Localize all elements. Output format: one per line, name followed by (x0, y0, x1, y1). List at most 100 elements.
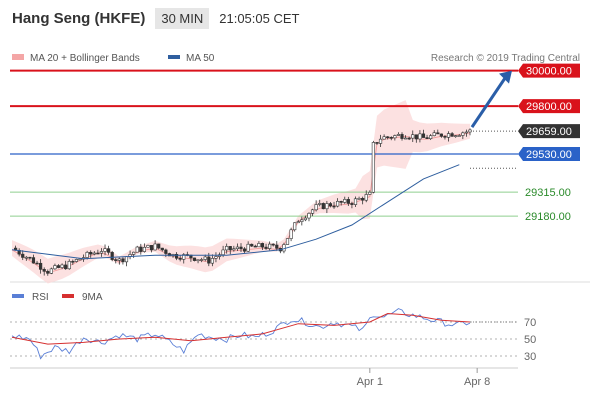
candle-body (142, 246, 146, 252)
level-tag-box (518, 63, 580, 78)
candle-body (200, 259, 204, 261)
candle (411, 130, 415, 143)
candle-body (196, 259, 200, 262)
candle-body (67, 261, 71, 270)
support-level-label: 29180.00 (525, 211, 571, 223)
candle (157, 243, 161, 250)
level-tag-label: 29659.00 (526, 126, 572, 138)
candle-body (253, 245, 257, 248)
candle-body (293, 222, 297, 231)
candle-body (268, 243, 272, 249)
candle (418, 130, 422, 143)
candle-body (282, 244, 286, 252)
candle-body (386, 136, 390, 139)
candle-body (464, 131, 469, 134)
candle-body (368, 191, 372, 195)
ma50-path (11, 164, 460, 260)
candle (250, 243, 254, 247)
candle (46, 269, 50, 276)
forecast-arrow-shaft (470, 75, 508, 128)
candle (139, 243, 143, 255)
candle-body (64, 264, 68, 270)
candle (64, 260, 68, 270)
candle (464, 129, 469, 137)
candle-body (271, 243, 275, 246)
candle (307, 212, 311, 222)
candle (99, 248, 104, 257)
candle (425, 134, 429, 140)
candle-body (225, 246, 229, 251)
candle (421, 129, 426, 138)
candle (454, 134, 458, 138)
candle (343, 196, 347, 204)
candle-body (56, 265, 61, 268)
rsi-ma9-line (11, 312, 471, 345)
candle (235, 243, 240, 251)
candle (146, 244, 150, 248)
candle-body (53, 265, 57, 270)
candle-body (432, 132, 436, 137)
candle (371, 140, 375, 194)
candle-body (149, 245, 154, 251)
candle-body (214, 256, 218, 259)
candle-body (339, 200, 343, 203)
bollinger-legend-swatch (12, 54, 24, 60)
candle-body (39, 262, 43, 270)
candle-body (239, 246, 243, 250)
candle-body (425, 137, 429, 140)
candle-body (325, 203, 329, 210)
candle (336, 198, 340, 208)
candle (78, 258, 82, 261)
candle-body (257, 243, 261, 248)
candle (56, 264, 61, 269)
candle-body (264, 246, 268, 249)
candle (67, 259, 71, 270)
rsi-legend-label: RSI (32, 292, 49, 303)
candle (214, 252, 218, 263)
level-tags: 30000.00 29800.00 29659.00 29530.00 29315.00… (518, 63, 580, 223)
candle (357, 196, 361, 200)
candle (135, 245, 139, 253)
candlesticks (13, 128, 472, 276)
candle (196, 259, 200, 264)
candle (160, 247, 164, 252)
candle-body (207, 256, 211, 264)
candle (114, 257, 118, 264)
candle-body (328, 203, 333, 207)
candle (21, 250, 25, 261)
candle (31, 254, 36, 264)
candle (242, 247, 247, 254)
candle-body (439, 133, 443, 137)
rsi-tick-label: 50 (524, 334, 536, 346)
candle (443, 135, 447, 140)
candle (350, 201, 354, 209)
candle-body (285, 238, 290, 245)
candle-body (310, 209, 315, 214)
candle-body (450, 133, 454, 137)
candle-body (300, 219, 304, 222)
candle-body (85, 251, 89, 258)
candle-body (457, 135, 461, 137)
candle (257, 241, 261, 248)
candle (346, 196, 350, 206)
candle-body (378, 138, 383, 144)
candle-body (78, 258, 82, 261)
candle (264, 243, 268, 250)
candle (353, 196, 358, 207)
candle-body (303, 217, 308, 221)
candle (364, 190, 368, 203)
candle (368, 190, 372, 195)
candle (132, 251, 136, 258)
candle (450, 132, 454, 137)
candle (393, 134, 397, 141)
candle-body (400, 134, 404, 139)
candle (232, 245, 236, 252)
candle (24, 255, 28, 261)
candle-body (110, 252, 114, 260)
candle (339, 200, 343, 206)
candle-body (228, 246, 232, 251)
candle-body (60, 264, 64, 268)
timeframe-badge[interactable]: 30 MIN (155, 7, 210, 29)
price-levels (10, 69, 518, 217)
